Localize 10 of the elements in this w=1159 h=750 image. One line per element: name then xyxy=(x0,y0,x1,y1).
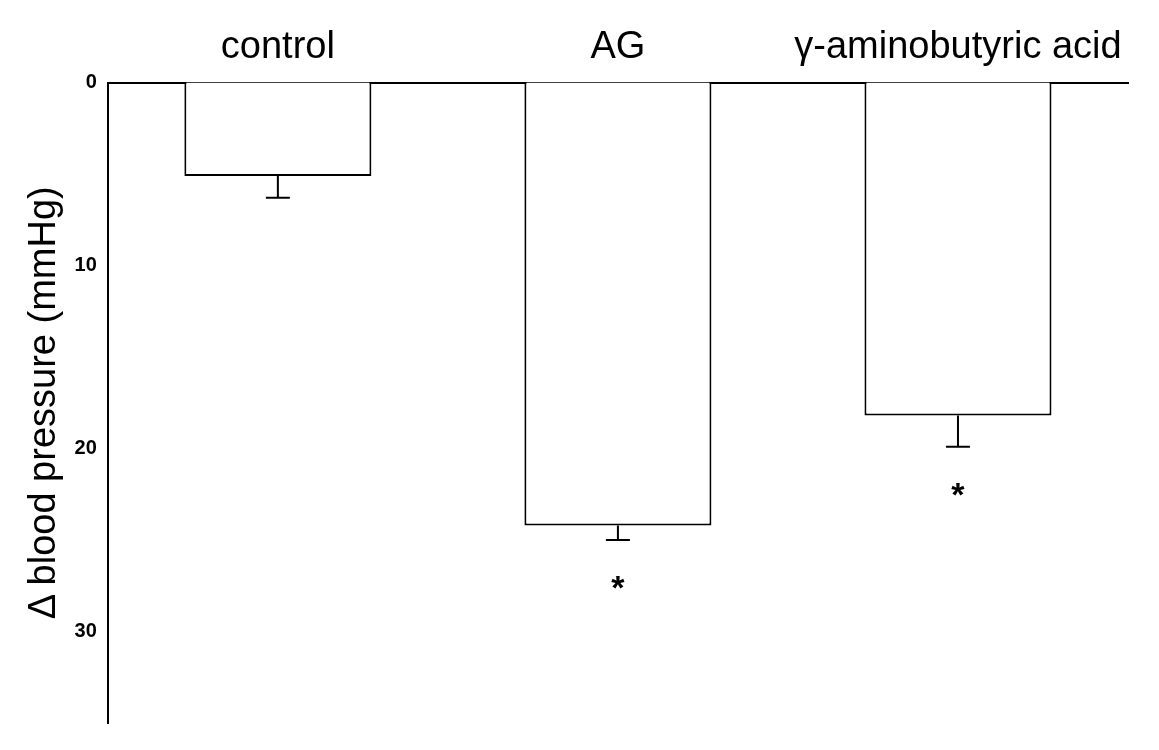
annotation: * xyxy=(611,568,626,607)
annotation: * xyxy=(951,475,966,514)
y-tick-label: 30 xyxy=(74,619,97,642)
x-tick-label: γ-aminobutyric acid xyxy=(794,24,1122,67)
x-tick-label: AG xyxy=(590,24,646,67)
y-tick-label: 20 xyxy=(74,436,97,459)
y-tick-label: 0 xyxy=(85,70,97,93)
y-axis-title: Δ blood pressure (mmHg) xyxy=(21,186,64,620)
y-tick-label: 10 xyxy=(74,253,97,276)
x-tick-label: control xyxy=(220,24,335,67)
